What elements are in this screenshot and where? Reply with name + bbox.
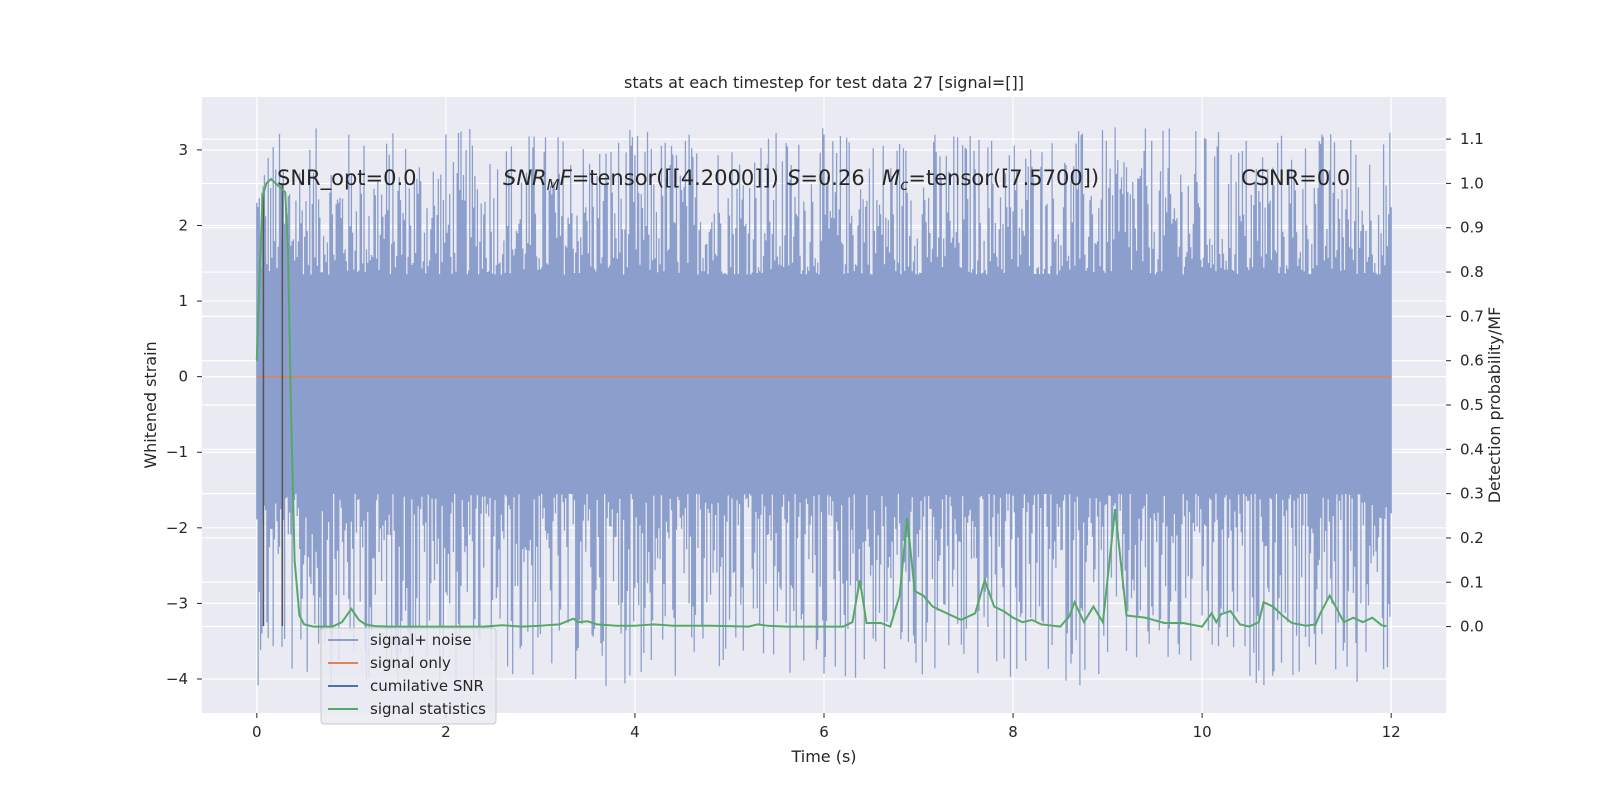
annotation-snr-mf-value: =tensor([[4.2000]]): [572, 166, 779, 190]
y-tick-label-5: −2: [166, 519, 188, 537]
y-right-tick-label-8: 0.3: [1460, 485, 1484, 503]
annotation-mc-subscript: c: [900, 176, 909, 194]
y-right-tick-label-4: 0.7: [1460, 307, 1484, 325]
y-right-tick-label-2: 0.9: [1460, 219, 1484, 237]
y-right-tick-label-7: 0.4: [1460, 440, 1484, 458]
legend-label-signal-noise: signal+ noise: [370, 631, 472, 649]
x-tick-label-1: 2: [441, 723, 451, 741]
x-tick-label-5: 10: [1193, 723, 1212, 741]
y-axis-label: Whitened strain: [141, 341, 160, 468]
y-tick-label-0: 3: [178, 141, 188, 159]
annotation-snr-mf: SNRMF=tensor([[4.2000]]): [503, 166, 779, 194]
y-axis-right: 1.1 1.0 0.9 0.8 0.7 0.6 0.5 0.4 0.3 0.2 0.1 0.0: [1446, 130, 1484, 636]
annotation-snr-mf-subscript: M: [547, 176, 560, 194]
legend-box: [320, 627, 497, 725]
annotation-s-symbol: S: [787, 166, 800, 190]
x-tick-label-0: 0: [252, 723, 262, 741]
annotation-snr-mf-symbol: SNR: [503, 166, 547, 190]
x-tick-label-4: 8: [1008, 723, 1018, 741]
y-tick-label-2: 1: [178, 292, 188, 310]
y-tick-label-3: 0: [178, 368, 188, 386]
x-tick-label-6: 12: [1382, 723, 1401, 741]
legend: signal+ noise signal only cumilative SNR…: [320, 627, 497, 725]
chart-title: stats at each timestep for test data 27 …: [624, 73, 1024, 92]
x-tick-label-3: 6: [819, 723, 829, 741]
annotation-s-value: =0.26: [800, 166, 864, 190]
x-axis: 0 2 4 6 8 10 12: [252, 713, 1401, 741]
y-right-tick-label-10: 0.1: [1460, 573, 1484, 591]
annotation-snr-mf-symbol-2: F: [560, 166, 573, 190]
y-right-tick-label-6: 0.5: [1460, 396, 1484, 414]
y-right-tick-label-5: 0.6: [1460, 352, 1484, 370]
y-right-tick-label-3: 0.8: [1460, 263, 1484, 281]
annotation-csnr: CSNR=0.0: [1241, 166, 1350, 190]
y-right-tick-label-0: 1.1: [1460, 130, 1484, 148]
y-tick-label-7: −4: [166, 670, 188, 688]
y-right-tick-label-1: 1.0: [1460, 174, 1484, 192]
series-signal-statistics: [255, 177, 1387, 628]
signal-statistics-line: [255, 177, 1387, 628]
series-cumilative-snr: [262, 183, 284, 627]
annotation-mc-value: =tensor([7.5700]): [908, 166, 1099, 190]
y-right-tick-label-9: 0.2: [1460, 529, 1484, 547]
y-axis-left: 3 2 1 0 −1 −2 −3 −4: [166, 141, 202, 688]
annotation-s: S=0.26: [787, 166, 865, 190]
legend-label-cumilative-snr: cumilative SNR: [370, 677, 484, 695]
y-tick-label-4: −1: [166, 443, 188, 461]
y-tick-label-1: 2: [178, 216, 188, 234]
annotation-mc: Mc=tensor([7.5700]): [882, 166, 1099, 194]
x-axis-label: Time (s): [790, 747, 856, 766]
legend-label-signal-statistics: signal statistics: [370, 700, 486, 718]
legend-label-signal-only: signal only: [370, 654, 451, 672]
y-right-tick-label-11: 0.0: [1460, 618, 1484, 636]
y-tick-label-6: −3: [166, 594, 188, 612]
x-tick-label-2: 4: [630, 723, 640, 741]
y-axis-right-label: Detection probability/MF: [1485, 307, 1504, 504]
annotation-mc-symbol: M: [882, 166, 900, 190]
annotation-snr-opt: SNR_opt=0.0: [277, 166, 417, 191]
